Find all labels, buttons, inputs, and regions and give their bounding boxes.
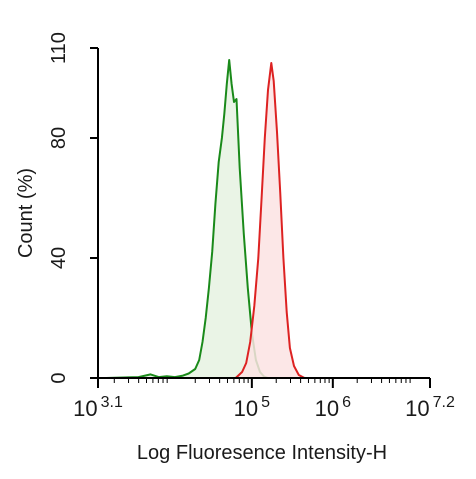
x-tick-label: 10 7.2 <box>405 394 455 421</box>
x-tick-label: 10 5 <box>234 394 270 421</box>
y-tick-label: 110 <box>48 32 70 64</box>
x-axis-label: Log Fluoresence Intensity-H <box>137 442 387 464</box>
y-tick-label: 0 <box>48 372 70 383</box>
y-ticks: 0 40 80 110 <box>48 32 98 384</box>
series-0-area <box>106 60 268 378</box>
x-tick-label: 10 6 <box>315 394 351 421</box>
x-ticks: 10 3.1 10 5 10 6 10 7.2 <box>73 378 455 421</box>
series-1-area <box>235 63 305 378</box>
y-tick-label: 80 <box>48 127 70 149</box>
series-layer <box>106 59 305 379</box>
x-tick-label: 10 3.1 <box>73 394 123 421</box>
y-axis-label: Count (%) <box>15 168 37 258</box>
series-1-line <box>235 62 305 379</box>
y-tick-label: 40 <box>48 247 70 269</box>
